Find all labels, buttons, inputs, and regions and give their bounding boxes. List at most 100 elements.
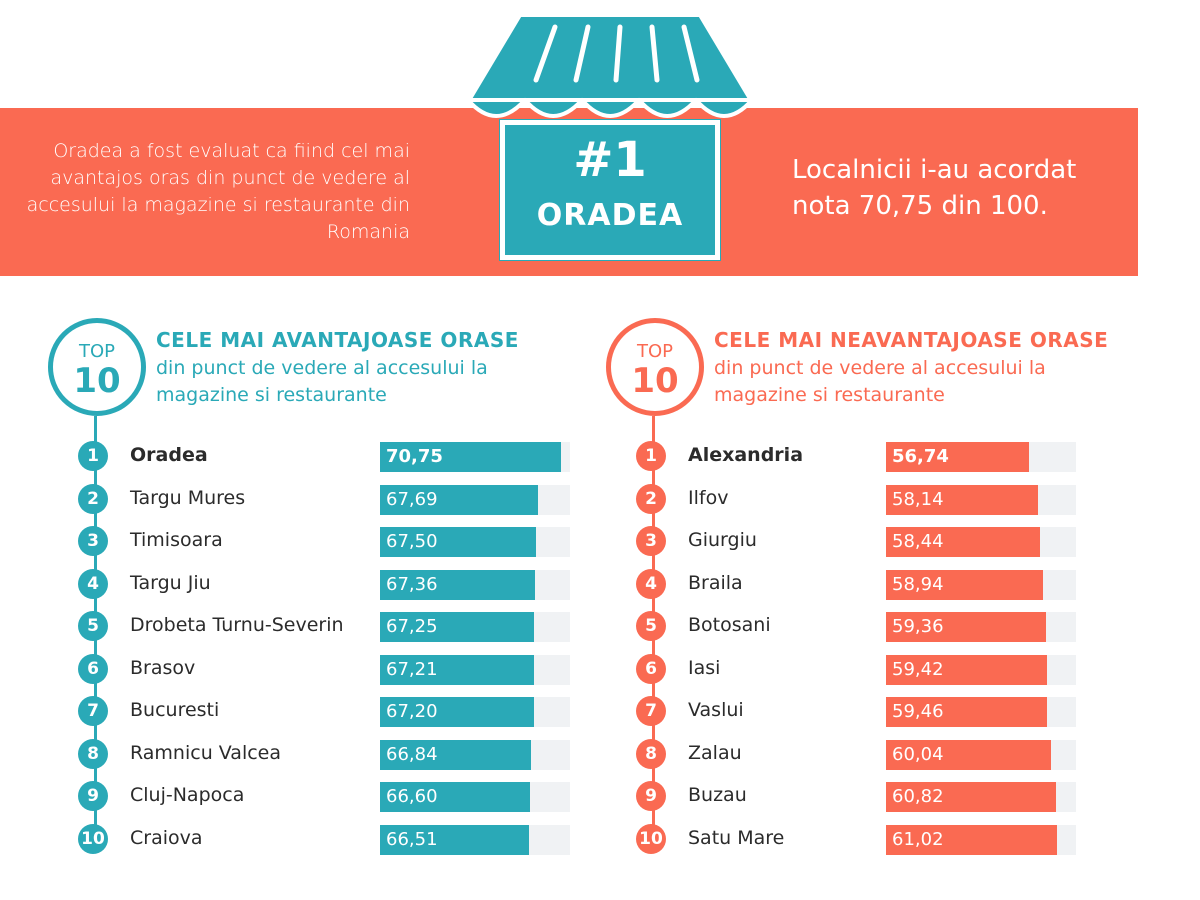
bar-value-label: 56,74: [892, 446, 949, 467]
bar: 67,20: [380, 697, 534, 727]
bar-value-label: 60,04: [892, 743, 944, 765]
ranking-row: 5 Drobeta Turnu-Severin 67,25: [76, 610, 576, 642]
storefront-body: [500, 120, 720, 260]
bar: 56,74: [886, 442, 1030, 472]
bar-track: 66,84: [380, 739, 570, 770]
city-name: Satu Mare: [688, 826, 785, 849]
badge-number: 10: [73, 361, 121, 401]
city-name: Brasov: [130, 656, 196, 679]
panel-title: CELE MAI NEAVANTAJOASE ORASE: [714, 328, 1109, 352]
bar: 67,36: [380, 569, 536, 600]
bar-track: 59,46: [886, 697, 1076, 727]
bar-value-label: 61,02: [892, 828, 944, 850]
bar: 66,84: [380, 739, 532, 770]
bar-track: 66,60: [380, 782, 570, 812]
ranking-row: 4 Targu Jiu 67,36: [76, 568, 576, 600]
panel-subtitle: din punct de vedere al accesului la maga…: [714, 357, 1046, 406]
city-name: Targu Mures: [130, 486, 246, 509]
panel-subtitle: din punct de vedere al accesului la maga…: [156, 357, 488, 406]
rank-number: 2: [636, 483, 666, 514]
city-name: Bucuresti: [130, 699, 220, 721]
bar-value-label: 67,21: [386, 658, 438, 680]
rank-number: 10: [636, 823, 666, 854]
ranking-row: 3 Timisoara 67,50: [76, 525, 576, 557]
ranking-row: 9 Buzau 60,82: [634, 780, 1134, 812]
rank-number: 7: [78, 696, 108, 726]
banner-left-text: Oradea a fost evaluat ca fiind cel mai a…: [26, 140, 410, 243]
rank-number: 6: [78, 653, 108, 684]
bar-value-label: 67,50: [386, 531, 438, 552]
bar: 58,44: [886, 527, 1041, 557]
panel-title: CELE MAI AVANTAJOASE ORASE: [156, 328, 519, 352]
bar-track: 60,82: [886, 782, 1076, 812]
top10-badge: TOP 10: [606, 318, 704, 416]
ranking-row: 2 Targu Mures 67,69: [76, 483, 576, 515]
bar-track: 58,94: [886, 569, 1076, 600]
ranking-row: 1 Alexandria 56,74: [634, 440, 1134, 472]
bar: 58,14: [886, 484, 1039, 515]
city-name: Targu Jiu: [130, 571, 211, 594]
city-name: Giurgiu: [688, 529, 757, 551]
bar-value-label: 58,14: [892, 488, 944, 510]
bar-value-label: 67,25: [386, 616, 438, 637]
bar-value-label: 66,60: [386, 786, 438, 807]
storefront-icon: #1 ORADEA: [460, 0, 760, 265]
rank-number: 3: [78, 526, 108, 556]
bar-track: 56,74: [886, 442, 1076, 472]
city-name: Drobeta Turnu-Severin: [130, 614, 344, 636]
bar-value-label: 66,84: [386, 743, 438, 765]
bar: 58,94: [886, 569, 1044, 600]
city-name: Braila: [688, 571, 743, 594]
bar: 70,75: [380, 442, 561, 472]
ranking-row: 10 Satu Mare 61,02: [634, 823, 1134, 855]
bar-track: 66,51: [380, 824, 570, 855]
banner-right-text: Localnicii i-au acordat nota 70,75 din 1…: [792, 155, 1077, 221]
bar-value-label: 59,36: [892, 616, 944, 637]
bar-value-label: 70,75: [386, 446, 443, 467]
bar: 67,50: [380, 527, 537, 557]
ranking-row: 6 Brasov 67,21: [76, 653, 576, 685]
bar-track: 61,02: [886, 824, 1076, 855]
rank-number: 3: [636, 526, 666, 556]
rank-number: 1: [78, 441, 108, 471]
city-name: Vaslui: [688, 699, 744, 721]
rank-number: 2: [78, 483, 108, 514]
ranking-row: 1 Oradea 70,75: [76, 440, 576, 472]
rank-number: 9: [636, 781, 666, 811]
bar-track: 67,25: [380, 612, 570, 642]
bar: 59,46: [886, 697, 1047, 727]
bar: 67,69: [380, 484, 538, 515]
ranking-row: 3 Giurgiu 58,44: [634, 525, 1134, 557]
bar: 61,02: [886, 824, 1057, 855]
bar-track: 67,21: [380, 654, 570, 685]
rank-number: 4: [636, 568, 666, 599]
bar-value-label: 60,82: [892, 786, 944, 807]
rank-number: 1: [636, 441, 666, 471]
city-name: Timisoara: [130, 529, 223, 551]
bar-track: 59,36: [886, 612, 1076, 642]
rank-number: 7: [636, 696, 666, 726]
top10-badge: TOP 10: [48, 318, 146, 416]
bar: 59,42: [886, 654, 1047, 685]
bar-track: 59,42: [886, 654, 1076, 685]
bar: 67,21: [380, 654, 535, 685]
rank-number: 4: [78, 568, 108, 599]
bar-value-label: 58,94: [892, 573, 944, 595]
bar: 66,60: [380, 782, 530, 812]
bar-track: 58,14: [886, 484, 1076, 515]
ranking-row: 6 Iasi 59,42: [634, 653, 1134, 685]
bar-track: 67,36: [380, 569, 570, 600]
rank-number: 8: [636, 738, 666, 769]
city-name: Oradea: [130, 444, 208, 466]
bar: 60,82: [886, 782, 1056, 812]
rank-number: 9: [78, 781, 108, 811]
city-label: ORADEA: [536, 198, 684, 233]
ranking-row: 4 Braila 58,94: [634, 568, 1134, 600]
rank-number: 5: [636, 611, 666, 641]
bar-track: 58,44: [886, 527, 1076, 557]
bar: 59,36: [886, 612, 1047, 642]
city-name: Ramnicu Valcea: [130, 741, 282, 764]
bar: 60,04: [886, 739, 1051, 770]
ranking-row: 8 Zalau 60,04: [634, 738, 1134, 770]
ranking-row: 7 Vaslui 59,46: [634, 695, 1134, 727]
